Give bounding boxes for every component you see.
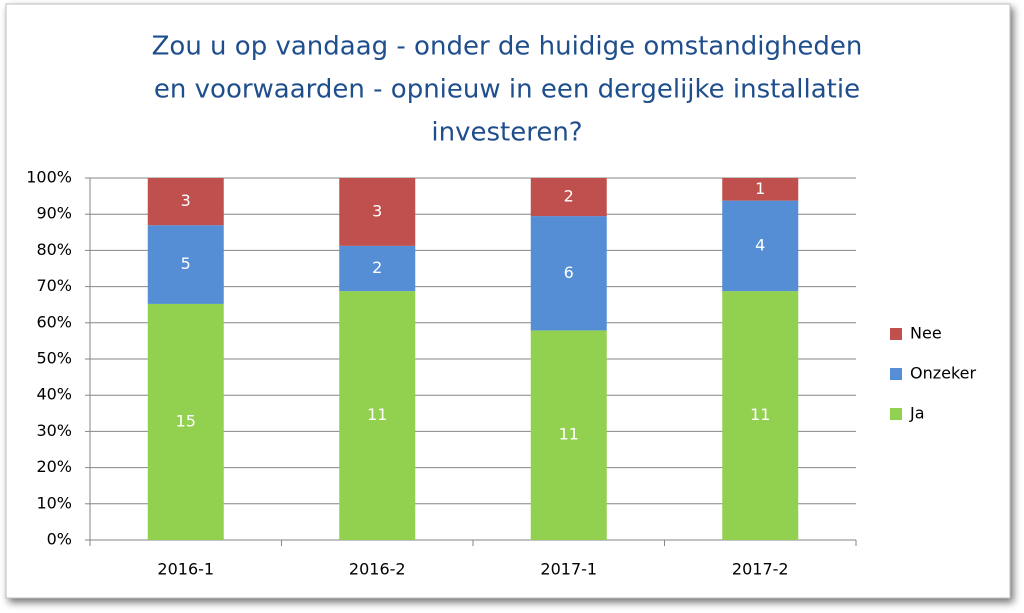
y-tick-label: 0% — [47, 530, 72, 549]
y-tick-label: 10% — [36, 493, 72, 512]
y-tick-label: 70% — [36, 276, 72, 295]
data-label: 15 — [176, 411, 196, 430]
data-label: 6 — [564, 263, 574, 282]
bar-segment — [339, 245, 416, 292]
legend-swatch — [890, 408, 902, 420]
legend-label: Ja — [909, 404, 925, 423]
data-label: 3 — [181, 191, 191, 210]
chart-title: en voorwaarden - opnieuw in een dergelij… — [154, 75, 860, 105]
bar-segment — [147, 225, 224, 304]
data-label: 3 — [372, 201, 382, 220]
bar-segment — [147, 303, 224, 540]
data-label: 1 — [755, 179, 765, 198]
data-label: 4 — [755, 235, 765, 254]
data-label: 2 — [372, 258, 382, 277]
bar-segment — [722, 291, 799, 540]
chart-title: investeren? — [431, 118, 582, 148]
bar-segment — [339, 291, 416, 540]
y-tick-label: 30% — [36, 421, 72, 440]
bar-segment — [722, 200, 799, 292]
y-tick-label: 20% — [36, 457, 72, 476]
data-label: 2 — [564, 187, 574, 206]
bar-segment — [722, 178, 799, 201]
y-tick-label: 60% — [36, 312, 72, 331]
y-tick-label: 50% — [36, 349, 72, 368]
legend-label: Onzeker — [910, 364, 977, 383]
bar-segment — [147, 178, 224, 226]
x-tick-label: 2017-1 — [540, 560, 597, 579]
legend-label: Nee — [910, 324, 942, 343]
x-tick-label: 2017-2 — [732, 560, 789, 579]
y-tick-label: 80% — [36, 240, 72, 259]
data-label: 5 — [181, 254, 191, 273]
x-tick-label: 2016-2 — [349, 560, 406, 579]
x-tick-label: 2016-1 — [157, 560, 214, 579]
data-label: 11 — [750, 405, 770, 424]
chart-title: Zou u op vandaag - onder de huidige omst… — [152, 32, 863, 62]
bar-segment — [530, 216, 607, 331]
y-tick-label: 90% — [36, 204, 72, 223]
y-tick-label: 40% — [36, 385, 72, 404]
data-label: 11 — [559, 425, 579, 444]
bar-segment — [530, 330, 607, 540]
data-label: 11 — [367, 405, 387, 424]
bar-segment — [339, 178, 416, 246]
legend-swatch — [890, 368, 902, 380]
legend-swatch — [890, 328, 902, 340]
y-tick-label: 100% — [26, 168, 72, 187]
bar-segment — [530, 178, 607, 217]
